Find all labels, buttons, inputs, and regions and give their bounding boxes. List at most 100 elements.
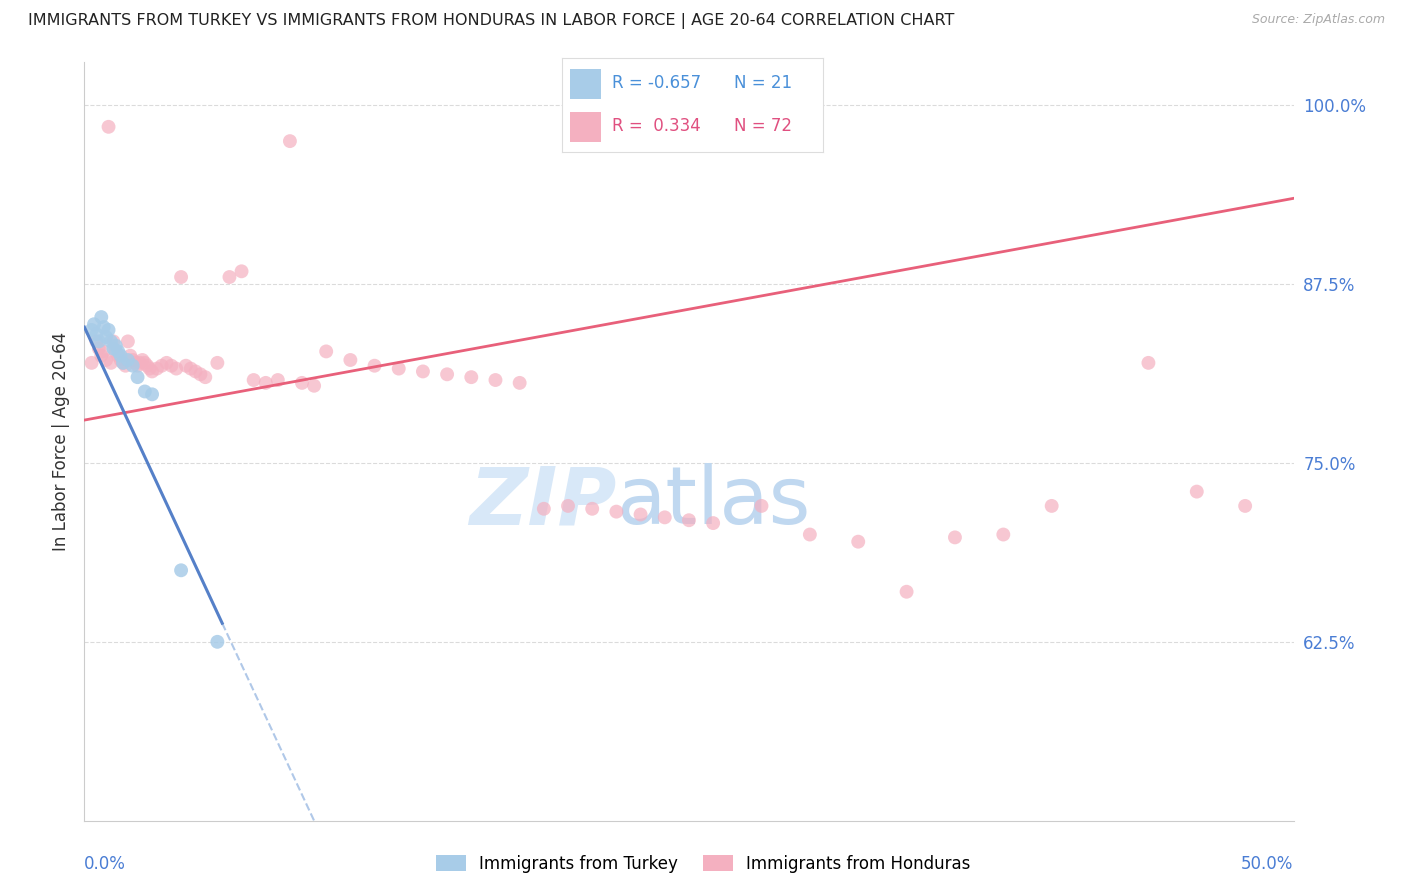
Text: N = 72: N = 72 [734, 118, 792, 136]
Point [117, 334, 139, 349]
Text: atlas: atlas [616, 463, 811, 541]
Point [107, 349, 129, 363]
Point [104, 344, 127, 359]
Point [160, 359, 183, 373]
Point [93, 320, 115, 334]
Point [605, 505, 627, 519]
Point [94, 353, 117, 368]
Point [207, 356, 229, 370]
Point [751, 499, 773, 513]
Y-axis label: In Labor Force | Age 20-64: In Labor Force | Age 20-64 [52, 332, 70, 551]
Point [146, 361, 169, 376]
Point [103, 342, 125, 356]
Point [100, 356, 122, 370]
Point [509, 376, 531, 390]
Point [207, 635, 229, 649]
Point [388, 361, 411, 376]
Point [630, 508, 652, 522]
Point [127, 370, 149, 384]
Point [170, 563, 193, 577]
Point [218, 270, 240, 285]
Point [678, 513, 700, 527]
Point [436, 368, 458, 382]
Point [339, 353, 361, 368]
Point [97, 323, 120, 337]
Point [315, 344, 337, 359]
Point [121, 353, 143, 368]
FancyBboxPatch shape [571, 70, 602, 99]
Point [231, 264, 253, 278]
Point [104, 339, 127, 353]
Text: R =  0.334: R = 0.334 [612, 118, 700, 136]
Point [1185, 484, 1208, 499]
Point [799, 527, 821, 541]
Point [97, 120, 120, 134]
Point [180, 361, 202, 376]
Point [533, 501, 555, 516]
Point [302, 378, 325, 392]
Point [103, 334, 125, 349]
Point [278, 134, 301, 148]
Point [267, 373, 290, 387]
Point [194, 370, 217, 384]
Point [242, 373, 264, 387]
Text: 0.0%: 0.0% [84, 855, 127, 872]
Point [141, 387, 163, 401]
Legend: Immigrants from Turkey, Immigrants from Honduras: Immigrants from Turkey, Immigrants from … [429, 848, 977, 880]
Point [93, 344, 115, 359]
Text: N = 21: N = 21 [734, 74, 792, 92]
Point [100, 334, 122, 349]
Point [117, 353, 139, 368]
Point [993, 527, 1015, 541]
Point [87, 342, 110, 356]
Point [702, 516, 724, 530]
Point [846, 534, 869, 549]
Point [896, 584, 918, 599]
Point [80, 323, 103, 337]
Point [110, 353, 132, 368]
Point [170, 270, 193, 285]
Point [124, 356, 146, 370]
Point [141, 364, 163, 378]
Point [129, 356, 152, 370]
Text: 50.0%: 50.0% [1241, 855, 1294, 872]
Point [412, 364, 434, 378]
Text: R = -0.657: R = -0.657 [612, 74, 702, 92]
Point [112, 356, 135, 370]
Point [174, 359, 197, 373]
Text: Source: ZipAtlas.com: Source: ZipAtlas.com [1251, 13, 1385, 27]
Point [254, 376, 277, 390]
Point [107, 344, 129, 359]
Point [86, 327, 108, 342]
Point [110, 349, 132, 363]
Point [87, 334, 110, 349]
Point [291, 376, 314, 390]
Point [86, 334, 108, 349]
Point [165, 361, 187, 376]
Point [150, 359, 173, 373]
Point [121, 359, 143, 373]
Point [557, 499, 579, 513]
FancyBboxPatch shape [571, 112, 602, 142]
Point [460, 370, 482, 384]
Point [184, 364, 207, 378]
Point [363, 359, 385, 373]
Point [138, 361, 160, 376]
Text: ZIP: ZIP [470, 463, 616, 541]
Point [484, 373, 506, 387]
Point [94, 330, 117, 344]
Point [136, 359, 159, 373]
Point [155, 356, 177, 370]
Point [90, 310, 112, 324]
Point [1040, 499, 1063, 513]
Point [114, 359, 136, 373]
Point [134, 384, 156, 399]
Point [120, 349, 142, 363]
Point [80, 356, 103, 370]
Point [112, 356, 135, 370]
Point [581, 501, 603, 516]
Point [1137, 356, 1160, 370]
Point [83, 317, 105, 331]
Point [90, 349, 112, 363]
Point [190, 368, 212, 382]
